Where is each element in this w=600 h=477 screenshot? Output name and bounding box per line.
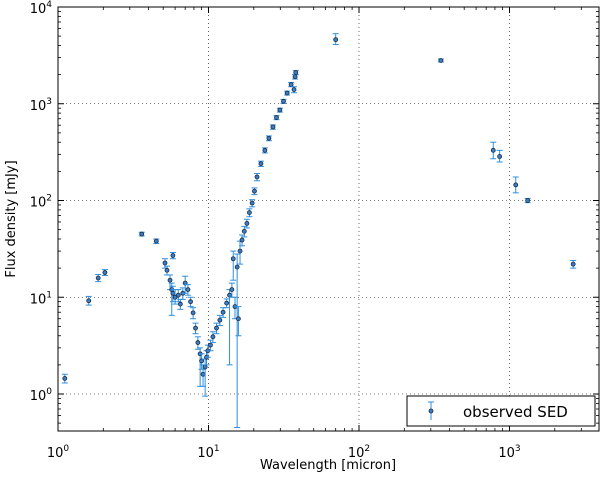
x-tick-label: 103 bbox=[498, 444, 520, 461]
data-point bbox=[95, 275, 101, 281]
data-point bbox=[570, 261, 576, 267]
data-point bbox=[167, 277, 173, 283]
data-point bbox=[214, 325, 219, 331]
data-point bbox=[497, 154, 503, 159]
data-point bbox=[185, 287, 191, 292]
data-point bbox=[270, 124, 276, 130]
data-point bbox=[277, 107, 283, 113]
x-tick-label: 100 bbox=[47, 444, 70, 461]
data-point bbox=[239, 237, 245, 243]
y-tick-label: 102 bbox=[30, 194, 52, 211]
data-point bbox=[193, 325, 198, 331]
data-points bbox=[61, 33, 577, 429]
data-point bbox=[244, 220, 250, 226]
data-point bbox=[490, 147, 496, 153]
data-point bbox=[102, 270, 108, 275]
grid bbox=[58, 7, 599, 431]
legend-box bbox=[406, 395, 596, 427]
data-point bbox=[195, 340, 201, 345]
data-point bbox=[162, 260, 168, 266]
data-point bbox=[262, 147, 268, 153]
data-point bbox=[139, 231, 145, 237]
data-point bbox=[247, 210, 252, 215]
plot-frame bbox=[57, 6, 600, 432]
legend-label: observed SED bbox=[463, 403, 568, 421]
data-point bbox=[293, 70, 299, 75]
data-point bbox=[170, 290, 176, 296]
data-point bbox=[254, 174, 260, 180]
x-tick-label: 101 bbox=[197, 444, 219, 461]
data-point bbox=[292, 74, 298, 80]
data-point bbox=[525, 198, 531, 203]
data-point bbox=[210, 334, 216, 340]
data-point bbox=[202, 364, 208, 370]
data-point bbox=[241, 228, 247, 234]
y-tick-label: 103 bbox=[30, 97, 52, 114]
data-point bbox=[234, 264, 240, 270]
data-point bbox=[252, 188, 257, 194]
data-point bbox=[230, 256, 236, 262]
x-axis-label: Wavelength [micron] bbox=[260, 458, 396, 473]
data-point bbox=[208, 342, 213, 348]
data-point bbox=[281, 98, 286, 104]
data-point bbox=[513, 182, 519, 188]
data-point bbox=[217, 317, 223, 323]
y-tick-label: 100 bbox=[30, 387, 53, 404]
data-point bbox=[333, 37, 339, 43]
y-tick-label: 101 bbox=[30, 290, 52, 307]
x-tick-labels: 100 101 102 103 bbox=[47, 444, 521, 461]
data-point bbox=[200, 371, 206, 377]
data-point bbox=[177, 301, 183, 307]
data-point bbox=[237, 248, 243, 254]
data-point bbox=[153, 238, 159, 244]
data-point bbox=[284, 90, 290, 96]
y-tick-labels: 100 101 102 103 104 bbox=[30, 0, 53, 404]
data-point bbox=[288, 82, 294, 87]
data-point bbox=[229, 287, 235, 292]
data-point bbox=[220, 309, 226, 315]
data-point bbox=[62, 375, 68, 381]
data-point bbox=[164, 267, 170, 273]
legend: observed SED bbox=[406, 395, 596, 427]
data-point bbox=[266, 135, 272, 141]
legend-marker bbox=[428, 408, 434, 414]
data-point bbox=[190, 310, 196, 316]
data-point bbox=[249, 200, 255, 206]
x-tick-label: 102 bbox=[348, 444, 370, 461]
data-point bbox=[188, 299, 193, 305]
data-point bbox=[235, 316, 241, 322]
data-point bbox=[258, 161, 264, 167]
data-point bbox=[274, 115, 279, 120]
axis-ticks bbox=[57, 6, 599, 431]
data-point bbox=[86, 298, 92, 304]
data-point bbox=[170, 253, 176, 258]
y-axis-label: Flux density [mJy] bbox=[4, 160, 19, 277]
data-point bbox=[227, 292, 232, 298]
data-point bbox=[291, 87, 297, 93]
data-point bbox=[199, 358, 205, 364]
y-tick-label: 104 bbox=[30, 0, 53, 17]
data-point bbox=[438, 58, 444, 63]
data-point bbox=[175, 292, 181, 298]
data-point bbox=[224, 300, 230, 306]
